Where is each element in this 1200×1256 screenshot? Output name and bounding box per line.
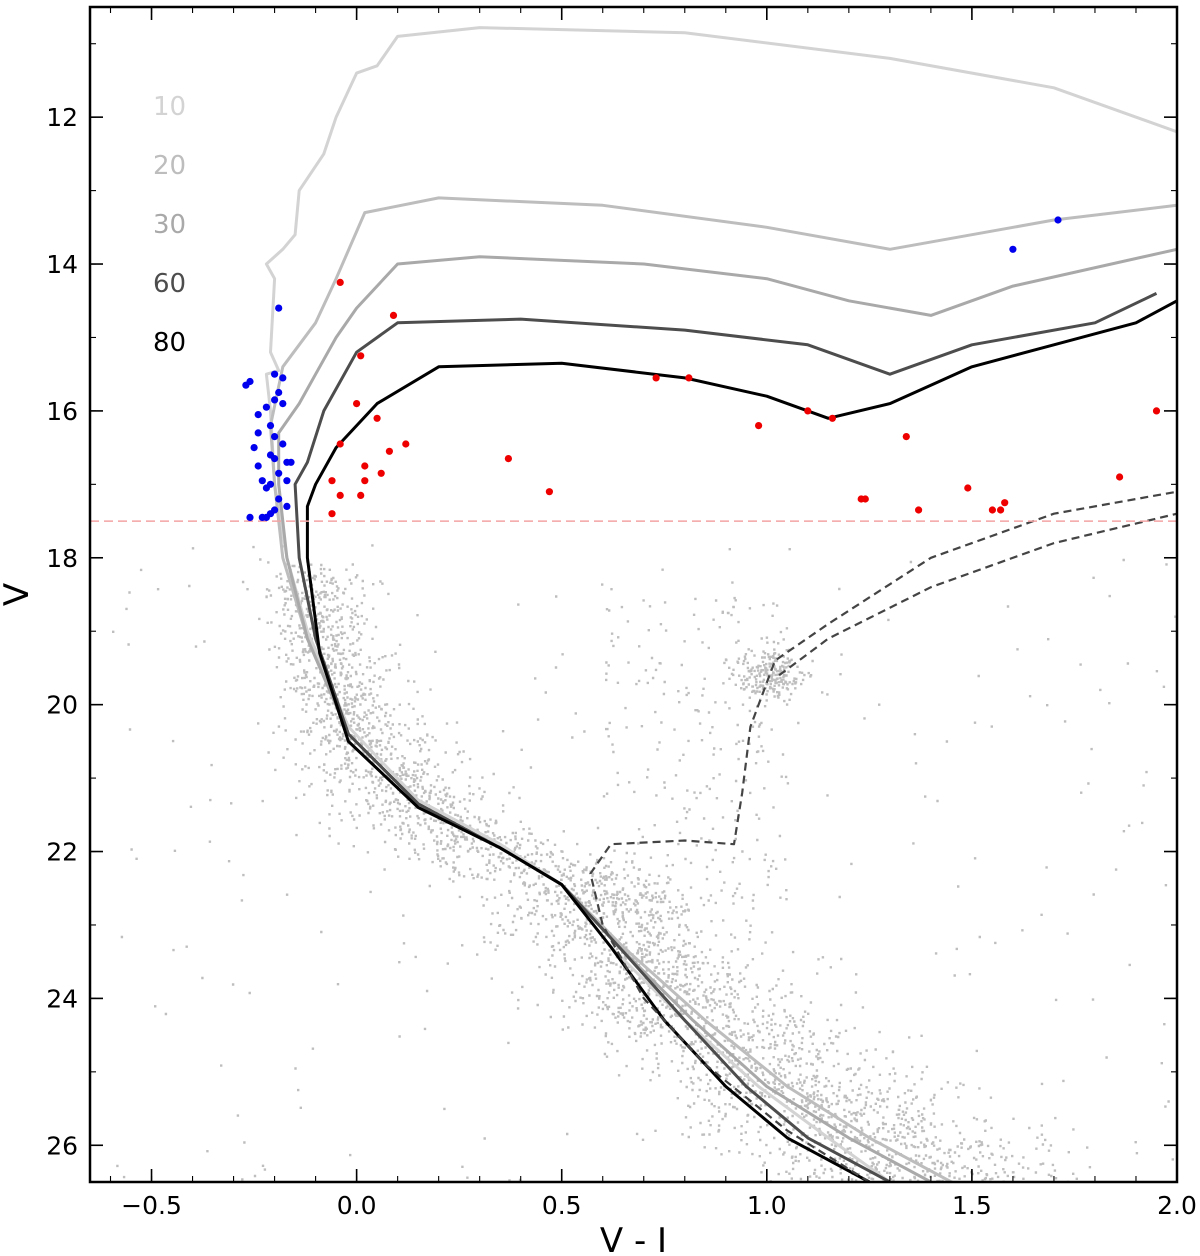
blue-star-point: [246, 513, 254, 522]
blue-star-point: [1009, 245, 1017, 253]
blue-star-point: [271, 433, 279, 441]
blue-star-point: [283, 477, 291, 485]
blue-star-point: [279, 440, 287, 448]
blue-star-point: [254, 411, 262, 419]
isochrone-old-branch: [778, 512, 1177, 677]
red-star-point: [685, 374, 693, 382]
red-star-point: [861, 495, 869, 503]
legend-label-80: 80: [153, 328, 186, 358]
red-star-point: [804, 407, 812, 415]
x-tick-label: 0.5: [542, 1191, 582, 1220]
red-star-point: [828, 414, 837, 422]
blue-star-point: [283, 502, 291, 510]
red-star-point: [402, 440, 410, 448]
blue-star-point: [254, 462, 262, 470]
axes-layer: −0.5 0.0 0.5 1.0 1.5 2.0 12 14 16 18 20 22 24 26 V - I…: [0, 5, 1197, 1256]
y-tick-label: 14: [46, 250, 78, 279]
blue-star-point: [271, 370, 279, 378]
red-star-point: [964, 484, 972, 492]
x-tick-label: 2.0: [1157, 1191, 1197, 1220]
red-star-point: [902, 433, 910, 441]
red-star-point: [357, 491, 365, 499]
red-star-point: [545, 488, 554, 496]
blue-star-point: [242, 381, 250, 389]
blue-star-point: [283, 458, 291, 466]
red-star-point: [1116, 473, 1124, 481]
legend: 10 20 30 60 80: [153, 92, 186, 358]
y-tick-label: 16: [46, 397, 78, 426]
blue-star-point: [275, 388, 283, 397]
blue-star-point: [262, 403, 270, 411]
blue-star-point: [258, 513, 266, 522]
x-axis-title: V - I: [600, 1221, 667, 1256]
y-tick-label: 18: [46, 544, 78, 573]
isochrone-80: [305, 299, 1177, 1182]
red-star-point: [353, 400, 361, 408]
y-tick-label: 12: [46, 103, 78, 132]
red-star-point: [373, 414, 381, 422]
red-star-point: [361, 462, 369, 470]
blue-star-point: [279, 400, 287, 408]
blue-star-point: [1054, 216, 1062, 224]
blue-star-point: [266, 422, 275, 430]
red-star-point: [652, 374, 660, 382]
red-star-point: [988, 506, 997, 514]
blue-star-point: [258, 477, 266, 485]
red-star-point: [328, 477, 336, 485]
isochrone-60: [293, 292, 1158, 1182]
blue-star-point: [254, 429, 262, 437]
legend-label-10: 10: [153, 92, 186, 122]
isochrone-old: [589, 490, 1177, 1182]
y-tick-label: 26: [46, 1131, 78, 1160]
blue-star-point: [275, 304, 283, 312]
blue-star-point: [275, 469, 283, 477]
red-star-point: [1001, 499, 1009, 507]
red-star-point: [328, 510, 336, 518]
blue-star-point: [279, 374, 287, 382]
red-star-point: [389, 311, 398, 319]
blue-star-point: [250, 444, 258, 452]
red-star-point: [377, 469, 385, 477]
x-tick-label: 1.0: [747, 1191, 787, 1220]
y-axis-title: V: [0, 583, 37, 606]
red-star-point: [915, 506, 923, 514]
red-star-point: [361, 477, 369, 485]
red-star-point: [336, 440, 344, 448]
y-tick-label: 20: [46, 691, 78, 720]
blue-star-point: [271, 455, 279, 463]
blue-star-point: [275, 495, 283, 503]
highlighted-stars-layer: [242, 216, 1161, 522]
isochrones-layer: [90, 26, 1177, 1182]
x-tick-label: 1.5: [952, 1191, 992, 1220]
legend-label-20: 20: [153, 151, 186, 181]
x-tick-label: −0.5: [121, 1191, 182, 1220]
y-tick-label: 22: [46, 838, 78, 867]
red-star-point: [357, 352, 365, 360]
plot-frame: [88, 5, 1179, 1184]
blue-star-point: [262, 484, 270, 492]
red-star-point: [1152, 407, 1161, 415]
red-star-point: [336, 491, 344, 499]
red-star-point: [336, 278, 344, 286]
legend-label-30: 30: [153, 210, 186, 240]
x-tick-label: 0.0: [337, 1191, 377, 1220]
legend-label-60: 60: [153, 269, 186, 299]
blue-star-point: [271, 396, 279, 404]
y-tick-label: 24: [46, 984, 78, 1013]
red-star-point: [997, 506, 1005, 514]
red-star-point: [504, 455, 512, 463]
red-star-point: [755, 422, 763, 430]
red-star-point: [385, 447, 393, 455]
